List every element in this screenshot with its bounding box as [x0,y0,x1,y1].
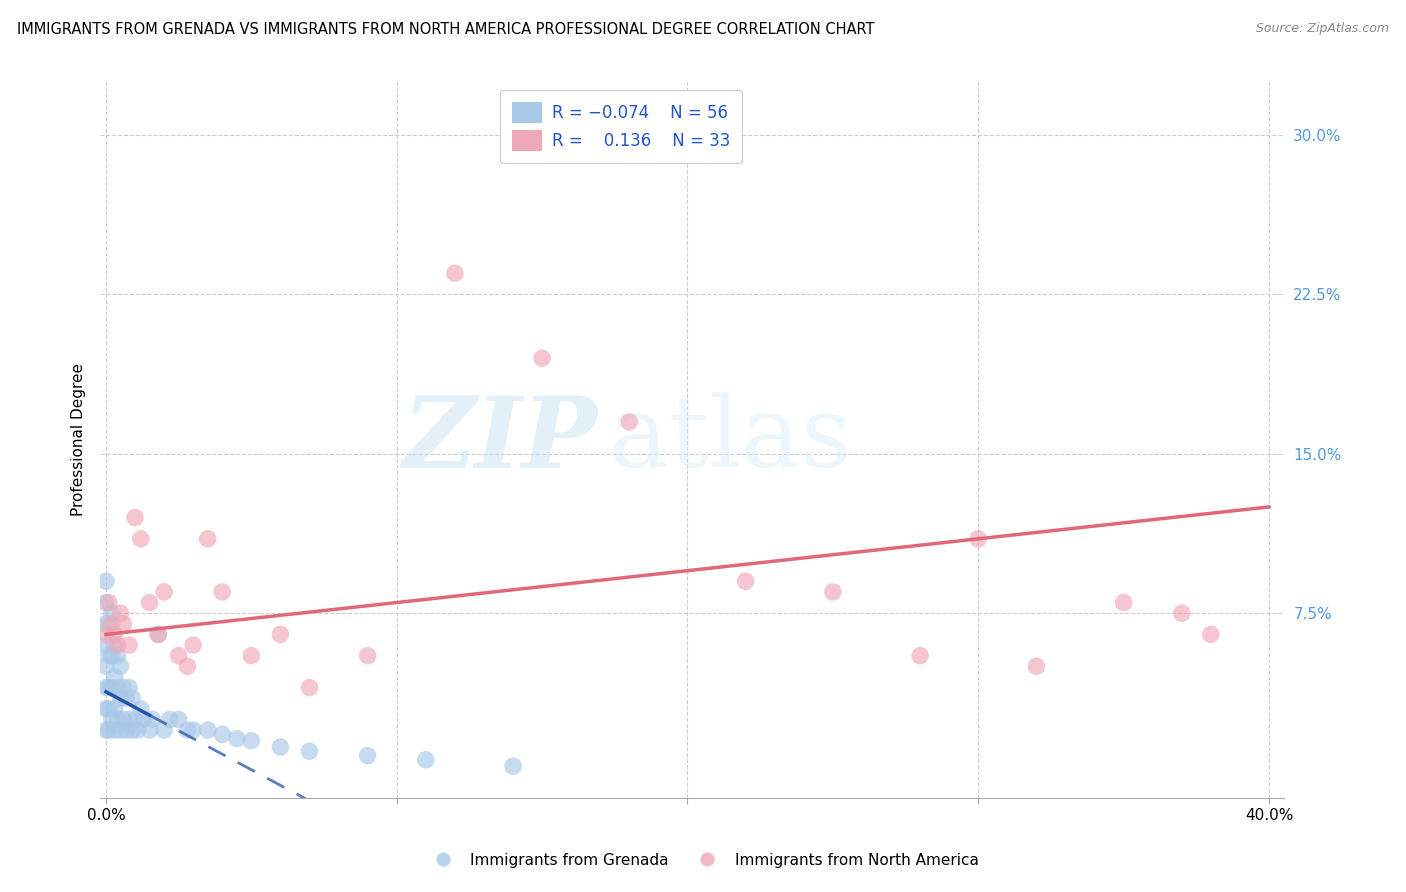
Point [269,740,291,755]
Point [298,681,321,695]
Point [132,713,155,727]
Point [121,723,143,737]
Point [94,681,117,695]
Point [197,723,219,737]
Point [225,731,247,746]
Point [176,723,198,737]
Point [97,702,120,716]
Point [94,596,117,610]
Point [197,532,219,546]
Point [110,723,132,737]
Point [159,713,181,727]
Point [734,574,756,589]
Point [138,596,160,610]
Point [110,659,132,673]
Point [94,659,117,673]
Point [97,648,120,663]
Point [148,627,170,641]
Point [118,681,141,695]
Point [104,670,127,684]
Point [211,585,233,599]
Point [94,616,117,631]
Point [269,627,291,641]
Point [141,713,163,727]
Point [1199,627,1222,641]
Point [148,627,170,641]
Point [97,681,120,695]
Point [356,648,378,663]
Point [94,723,117,737]
Text: IMMIGRANTS FROM GRENADA VS IMMIGRANTS FROM NORTH AMERICA PROFESSIONAL DEGREE COR: IMMIGRANTS FROM GRENADA VS IMMIGRANTS FR… [17,22,875,37]
Text: Source: ZipAtlas.com: Source: ZipAtlas.com [1256,22,1389,36]
Point [100,648,122,663]
Point [110,691,132,706]
Point [94,627,117,641]
Point [176,659,198,673]
Point [619,415,641,429]
Point [121,691,143,706]
Legend: R = −0.074    N = 56, R =    0.136    N = 33: R = −0.074 N = 56, R = 0.136 N = 33 [501,90,742,163]
Point [908,648,931,663]
Point [118,638,141,652]
Point [821,585,844,599]
Point [97,723,120,737]
Point [97,616,120,631]
Point [112,713,135,727]
Point [127,723,149,737]
Point [115,723,138,737]
Point [94,574,117,589]
Point [298,744,321,758]
Point [356,748,378,763]
Point [124,713,146,727]
Point [1112,596,1135,610]
Point [167,713,190,727]
Legend: Immigrants from Grenada, Immigrants from North America: Immigrants from Grenada, Immigrants from… [422,847,984,873]
Point [100,713,122,727]
Point [110,606,132,620]
Y-axis label: Professional Degree: Professional Degree [72,363,86,516]
Point [129,702,152,716]
Point [107,638,129,652]
Point [153,723,176,737]
Point [181,638,204,652]
Point [100,616,122,631]
Point [107,713,129,727]
Point [240,733,263,747]
Point [1171,606,1194,620]
Point [94,638,117,652]
Point [124,510,146,524]
Point [118,713,141,727]
Text: atlas: atlas [609,392,852,488]
Point [112,681,135,695]
Point [531,351,554,366]
Point [94,702,117,716]
Point [100,606,122,620]
Point [129,532,152,546]
Point [444,266,467,280]
Point [107,648,129,663]
Point [115,691,138,706]
Point [100,681,122,695]
Point [107,681,129,695]
Point [104,627,127,641]
Point [502,759,524,773]
Point [415,753,437,767]
Point [138,723,160,737]
Point [104,723,127,737]
Point [211,727,233,741]
Point [967,532,990,546]
Point [112,616,135,631]
Point [104,702,127,716]
Text: ZIP: ZIP [402,392,598,488]
Point [181,723,204,737]
Point [97,596,120,610]
Point [167,648,190,663]
Point [153,585,176,599]
Point [1025,659,1047,673]
Point [240,648,263,663]
Point [104,638,127,652]
